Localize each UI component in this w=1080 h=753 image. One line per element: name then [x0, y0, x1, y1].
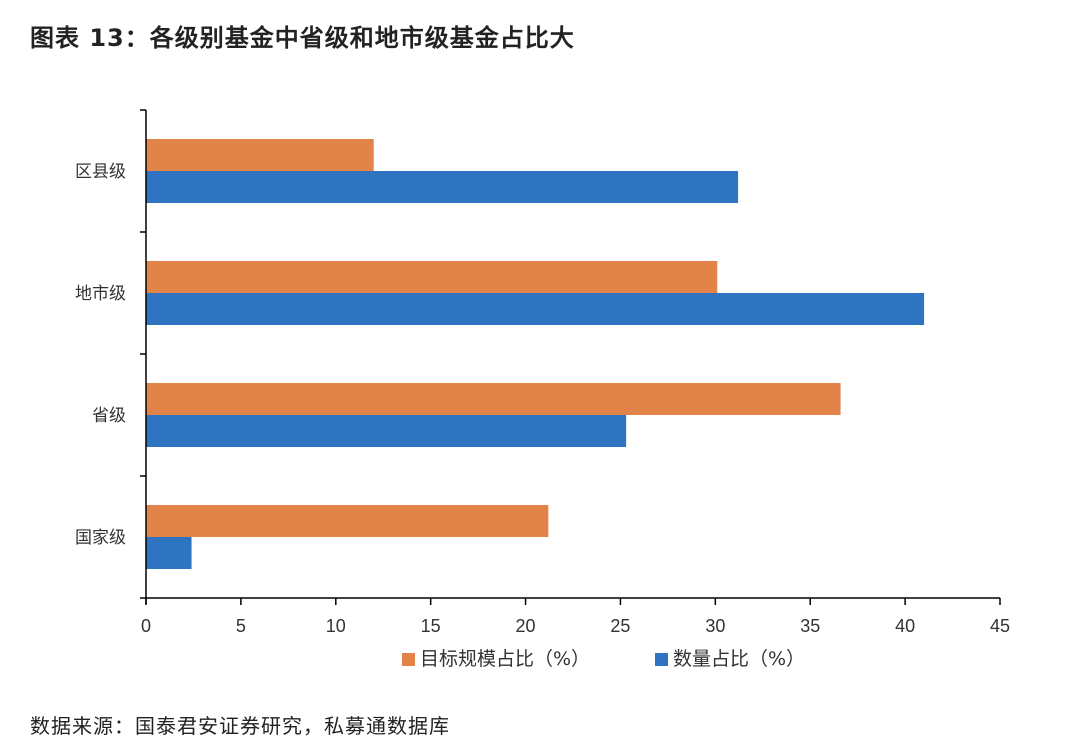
- source-note: 数据来源：国泰君安证券研究，私募通数据库: [30, 714, 450, 738]
- bar-count-1: [146, 415, 627, 447]
- category-label: 省级: [92, 406, 126, 426]
- x-tick-label: 15: [421, 616, 441, 636]
- x-tick-label: 45: [990, 616, 1010, 636]
- x-tick-label: 5: [236, 616, 246, 636]
- bar-count-3: [146, 171, 739, 203]
- x-tick-label: 40: [895, 616, 915, 636]
- x-tick-label: 0: [141, 616, 151, 636]
- legend-swatch-1: [655, 653, 668, 666]
- x-tick-label: 20: [516, 616, 536, 636]
- x-tick-label: 10: [326, 616, 346, 636]
- bars-group: [146, 139, 925, 569]
- chart-title: 图表 13：各级别基金中省级和地市级基金占比大: [30, 24, 575, 52]
- bar-chart: 国家级 省级 地市级 区县级 0 5 10 15 20 25 30 35 40 45 目标规模占比（%） 数…: [75, 109, 1010, 670]
- x-tick-label: 25: [610, 616, 630, 636]
- bar-target-scale-3: [146, 139, 374, 171]
- legend-swatch-0: [402, 653, 415, 666]
- bar-count-2: [146, 293, 925, 325]
- legend-label-0: 目标规模占比（%）: [420, 648, 590, 670]
- category-label: 国家级: [75, 528, 126, 548]
- legend: 目标规模占比（%） 数量占比（%）: [402, 648, 805, 670]
- legend-label-1: 数量占比（%）: [673, 648, 805, 670]
- category-label: 区县级: [75, 162, 126, 182]
- bar-target-scale-2: [146, 261, 718, 293]
- category-label: 地市级: [75, 284, 126, 304]
- bar-target-scale-1: [146, 383, 841, 415]
- x-tick-label: 30: [705, 616, 725, 636]
- axes-group: 国家级 省级 地市级 区县级 0 5 10 15 20 25 30 35 40 45: [75, 109, 1010, 636]
- bar-count-0: [146, 537, 192, 569]
- x-tick-label: 35: [800, 616, 820, 636]
- bar-target-scale-0: [146, 505, 549, 537]
